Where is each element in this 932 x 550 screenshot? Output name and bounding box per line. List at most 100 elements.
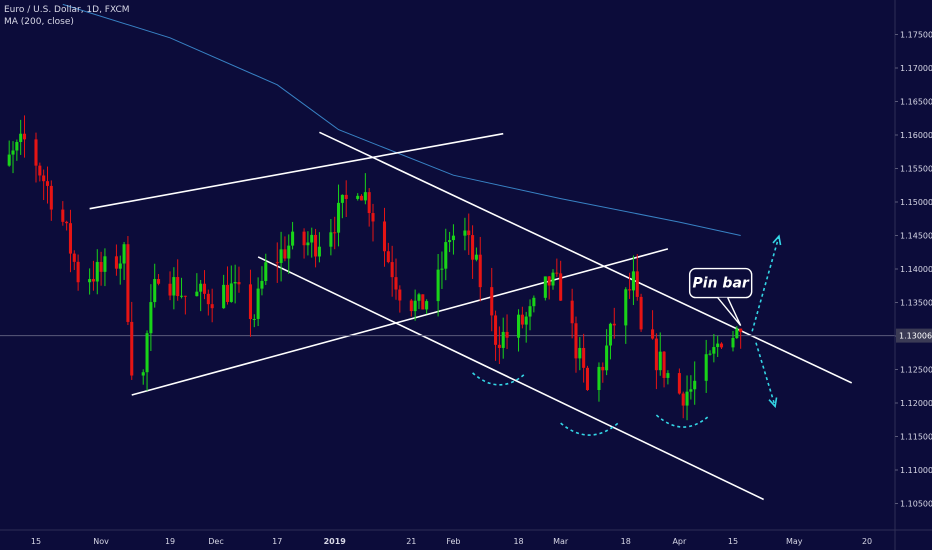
y-tick-label: 1.14500 (900, 232, 932, 241)
candle-body (517, 314, 521, 338)
candle-body (739, 328, 743, 332)
candle-body (716, 343, 720, 348)
candle-body (34, 139, 38, 166)
chart-legend: Euro / U.S. Dollar, 1D, FXCM MA (200, cl… (4, 4, 130, 28)
candle-body (61, 209, 65, 222)
candle-body (559, 273, 563, 301)
candle-body (279, 249, 283, 263)
x-tick-label: Dec (208, 537, 223, 546)
candle-body (398, 289, 402, 301)
y-tick-label: 1.11000 (900, 466, 932, 475)
candle-body (662, 351, 666, 378)
candle-body (38, 165, 42, 176)
candle-body (11, 150, 15, 155)
candle-body (574, 323, 578, 359)
current-price-tag (896, 328, 932, 343)
candle-body (624, 289, 628, 326)
candle-body (494, 315, 498, 345)
x-tick-label: 21 (406, 537, 416, 546)
candle-body (359, 195, 364, 201)
candle-body (681, 393, 685, 406)
candle-body (367, 192, 371, 214)
candle-body (256, 288, 260, 319)
candle-body (471, 235, 475, 260)
candle-body (264, 262, 268, 281)
candle-body (731, 337, 735, 348)
candle-body (582, 347, 586, 368)
candle-body (153, 279, 157, 303)
candle-body (578, 347, 582, 359)
candle-body (72, 253, 76, 262)
y-tick-label: 1.15000 (900, 198, 932, 207)
candle-body (608, 323, 612, 346)
candle-body (15, 142, 19, 151)
x-tick-label: 17 (272, 537, 282, 546)
candle-body (651, 329, 655, 339)
y-tick-label: 1.14000 (900, 265, 932, 274)
candle-body (597, 366, 601, 391)
y-tick-label: 1.17000 (900, 64, 932, 73)
candle-body (570, 300, 574, 324)
candle-body (689, 389, 693, 392)
candle-body (337, 202, 341, 233)
candle-body (605, 345, 609, 371)
candle-body (49, 185, 53, 210)
candle-body (225, 284, 230, 302)
candle-body (130, 321, 134, 376)
candle-body (199, 283, 203, 292)
candle-body (585, 367, 590, 391)
indicator-label: MA (200, close) (4, 17, 74, 27)
x-tick-label: 15 (728, 537, 738, 546)
candle-body (719, 343, 724, 348)
candle-body (229, 283, 233, 302)
pattern-arc (655, 414, 711, 428)
y-tick-label: 1.11500 (900, 433, 932, 442)
candle-body (314, 234, 318, 257)
candle-body (635, 271, 639, 297)
current-price-label: 1.13006 (899, 332, 932, 341)
callout-label: Pin bar (693, 276, 750, 292)
candle-body (685, 391, 689, 406)
candle-body (501, 331, 505, 348)
candle-body (417, 294, 421, 301)
candle-body (310, 234, 314, 243)
candle-body (141, 372, 145, 376)
candle-body (302, 231, 306, 246)
candle-body (317, 246, 321, 257)
candle-body (708, 353, 712, 355)
candle-body (394, 277, 398, 290)
x-tick-label: Feb (446, 537, 460, 546)
candle-body (463, 230, 467, 236)
candle-body (99, 261, 103, 272)
candle-body (333, 232, 337, 234)
candle-body (421, 294, 425, 310)
candle-body (283, 249, 287, 259)
candle-body (22, 133, 27, 140)
candle-body (183, 295, 187, 297)
pattern-arc (472, 372, 527, 386)
candle-body (344, 194, 348, 199)
candle-body (118, 263, 122, 269)
candle-body (654, 338, 658, 371)
candle-body (122, 244, 126, 264)
candle-body (202, 283, 207, 294)
candle-body (490, 287, 494, 316)
candle-body (448, 240, 452, 243)
candle-body (551, 272, 555, 286)
x-tick-label: 2019 (324, 537, 347, 546)
candle-body (451, 235, 455, 241)
candle-body (7, 154, 11, 166)
candle-body (474, 254, 478, 260)
candle-body (222, 284, 226, 309)
candle-body (478, 254, 482, 288)
projection-up-line (751, 235, 780, 332)
y-tick-label: 1.12000 (900, 399, 932, 408)
y-tick-label: 1.13500 (900, 299, 932, 308)
candle-body (436, 269, 440, 302)
candle-body (601, 366, 605, 371)
trendline (257, 256, 764, 501)
x-tick-label: 15 (31, 537, 41, 546)
